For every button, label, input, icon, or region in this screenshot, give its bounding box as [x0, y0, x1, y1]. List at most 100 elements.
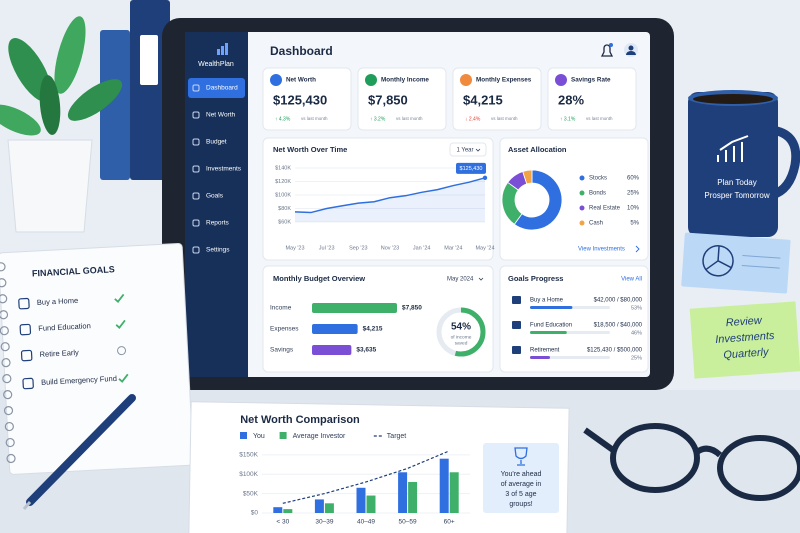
- card-icon: [460, 74, 472, 86]
- card-change: ↑ 3.2%: [370, 116, 386, 122]
- x-tick-label: 30–39: [315, 519, 333, 526]
- legend-value: 10%: [627, 206, 640, 212]
- progress-track: [530, 356, 610, 359]
- spiral-ring: [0, 278, 7, 288]
- report-title: Net Worth Comparison: [240, 414, 360, 426]
- nav-item[interactable]: Reports: [206, 220, 230, 227]
- range-label[interactable]: 1 Year: [456, 148, 473, 154]
- nav-item[interactable]: Investments: [206, 166, 242, 173]
- nav-icon: [192, 219, 200, 227]
- x-tick-label: 50–59: [399, 519, 417, 526]
- sticky-line: Review: [725, 315, 763, 330]
- legend-swatch: [279, 432, 287, 439]
- donut-slice: [513, 169, 563, 231]
- x-tick-label: Sep '23: [349, 245, 367, 251]
- goal-icon: [512, 296, 521, 304]
- goal-name: Buy a Home: [530, 298, 564, 304]
- goal-icon: [19, 323, 32, 336]
- ring-value: 54%: [451, 322, 471, 333]
- x-tick-label: < 30: [276, 519, 289, 526]
- callout-text: groups!: [509, 501, 532, 508]
- x-tick-label: Nov '23: [381, 245, 399, 251]
- bar: [273, 507, 283, 513]
- goal-icon: [22, 377, 34, 390]
- goal-name: Fund Education: [530, 323, 572, 329]
- spiral-ring: [0, 310, 9, 320]
- nav-icon: [192, 192, 200, 200]
- nav-item[interactable]: Goals: [206, 193, 224, 200]
- progress-bar: [530, 306, 573, 309]
- mug-text: Prosper Tomorrow: [704, 191, 769, 200]
- x-tick-label: Mar '24: [444, 245, 462, 251]
- nav-icon: [192, 111, 200, 119]
- y-tick-label: $150K: [239, 452, 258, 459]
- value-label: $4,215: [363, 326, 383, 333]
- range-select[interactable]: [449, 142, 487, 157]
- goal-percent: 46%: [631, 330, 642, 336]
- goal-percent: 53%: [631, 305, 642, 311]
- bar-label: Savings: [270, 347, 294, 354]
- summary-card: [262, 67, 352, 131]
- goal-item: Retire Early: [39, 348, 79, 359]
- nav-icon: [192, 138, 200, 146]
- card-title: Asset Allocation: [508, 145, 567, 154]
- card-backgrounds: [262, 137, 649, 373]
- check-empty: [117, 346, 127, 356]
- page-title: Dashboard: [270, 44, 333, 58]
- legend-label: Cash: [589, 221, 603, 227]
- card-title: Net Worth Over Time: [273, 145, 347, 154]
- legend-label: Bonds: [589, 191, 606, 197]
- bar-label: Income: [270, 305, 292, 312]
- check-mark: [118, 373, 129, 383]
- spiral-ring: [0, 294, 8, 304]
- spiral-ring: [6, 453, 16, 464]
- legend-value: 25%: [627, 191, 640, 197]
- nav-item[interactable]: Budget: [206, 139, 227, 146]
- value-label: $7,850: [402, 305, 422, 312]
- bell-icon[interactable]: [600, 43, 614, 57]
- bar: [312, 303, 397, 313]
- goal-icon: [20, 349, 33, 362]
- nav-icon: [192, 84, 200, 92]
- avatar[interactable]: [624, 43, 638, 57]
- bar-label: Expenses: [270, 326, 299, 333]
- link[interactable]: View Investments: [578, 247, 625, 253]
- point: [482, 175, 488, 181]
- spiral-ring: [0, 262, 6, 272]
- bar: [439, 458, 449, 513]
- mug-text: Plan Today: [717, 178, 756, 187]
- card-label: Net Worth: [286, 77, 316, 84]
- sticky-line: Quarterly: [723, 346, 770, 361]
- y-tick-label: $0: [251, 510, 259, 517]
- bar: [408, 481, 418, 513]
- card-title: Monthly Budget Overview: [273, 274, 365, 283]
- value-label: $3,635: [356, 347, 376, 354]
- y-tick-label: $80K: [278, 206, 291, 212]
- period-label[interactable]: May 2024: [447, 277, 474, 283]
- chevron: [478, 277, 484, 281]
- goal-icon: [512, 321, 521, 329]
- card-value: $7,850: [368, 92, 408, 107]
- brand-name: WealthPlan: [198, 61, 234, 68]
- legend-swatch: [240, 432, 247, 439]
- legend-value: 60%: [627, 176, 640, 182]
- card-icon: [365, 74, 377, 86]
- nav-item[interactable]: Net Worth: [206, 112, 236, 119]
- callout-text: of average in: [501, 481, 542, 488]
- goal-icon: [18, 297, 30, 310]
- card-icon: [555, 74, 567, 86]
- x-tick-label: Jan '24: [413, 245, 431, 251]
- link[interactable]: View All: [621, 277, 642, 283]
- legend-swatch: [579, 175, 585, 181]
- legend-label: You: [253, 433, 265, 440]
- nav-item[interactable]: Settings: [206, 247, 230, 254]
- goal-icon: [512, 346, 521, 354]
- spiral-ring: [0, 342, 10, 352]
- x-tick-label: Jul '23: [319, 245, 335, 251]
- goal-amount: $42,000 / $80,000: [594, 298, 643, 304]
- bar: [312, 324, 358, 334]
- nav-item[interactable]: Dashboard: [206, 85, 238, 92]
- spiral-ring: [2, 374, 12, 384]
